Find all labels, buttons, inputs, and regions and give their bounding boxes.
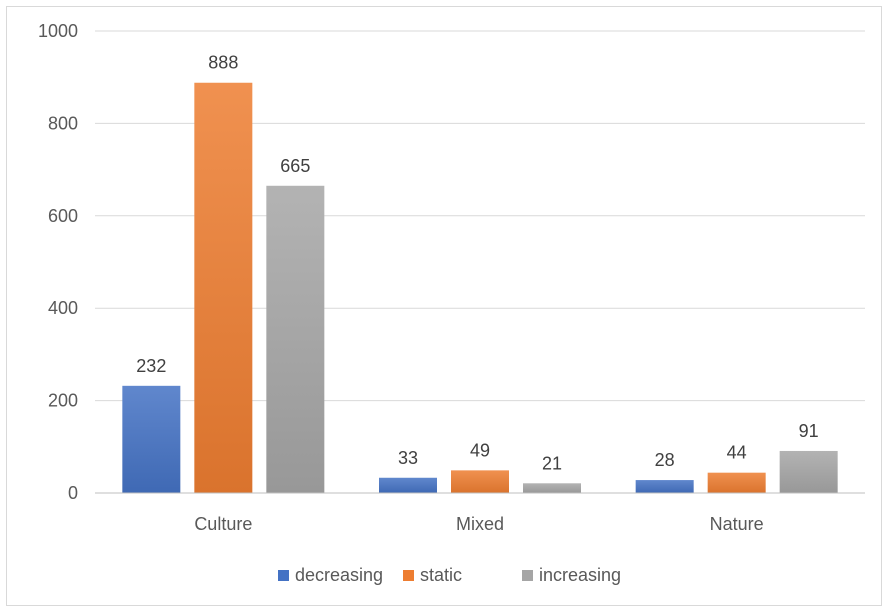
- bar-static-mixed: [451, 470, 509, 493]
- chart-frame: [6, 6, 882, 606]
- data-label: 49: [470, 440, 490, 460]
- legend-label-decreasing: decreasing: [295, 565, 383, 585]
- y-tick-label: 200: [48, 391, 78, 411]
- legend-label-static: static: [420, 565, 462, 585]
- y-tick-label: 400: [48, 298, 78, 318]
- bar-increasing-culture: [266, 185, 325, 493]
- data-label: 888: [208, 53, 238, 73]
- x-category-label: Mixed: [456, 514, 504, 534]
- data-labels: 232 888 665 33 49 21 28 44 91: [136, 53, 818, 474]
- bars: [122, 82, 838, 493]
- data-label: 21: [542, 453, 562, 473]
- bar-decreasing-mixed: [379, 477, 437, 493]
- x-category-label: Culture: [194, 514, 252, 534]
- bar-decreasing-nature: [635, 480, 694, 493]
- x-category-label: Nature: [710, 514, 764, 534]
- legend-swatch-increasing: [522, 570, 533, 581]
- bar-decreasing-culture: [122, 385, 181, 493]
- x-axis: Culture Mixed Nature: [95, 492, 865, 534]
- data-label: 232: [136, 356, 166, 376]
- y-axis-tick-labels: 0 200 400 600 800 1000: [38, 21, 78, 503]
- data-label: 665: [280, 156, 310, 176]
- bar-static-nature: [707, 472, 766, 493]
- y-tick-label: 600: [48, 206, 78, 226]
- y-tick-label: 0: [68, 483, 78, 503]
- data-label: 44: [727, 443, 747, 463]
- y-tick-label: 800: [48, 113, 78, 133]
- y-tick-label: 1000: [38, 21, 78, 41]
- data-label: 28: [655, 450, 675, 470]
- bar-static-culture: [194, 82, 253, 493]
- legend-label-increasing: increasing: [539, 565, 621, 585]
- legend-swatch-decreasing: [278, 570, 289, 581]
- legend-swatch-static: [403, 570, 414, 581]
- legend: decreasing static increasing: [278, 565, 621, 585]
- data-label: 91: [799, 421, 819, 441]
- bar-increasing-mixed: [523, 483, 581, 493]
- bar-increasing-nature: [779, 450, 838, 493]
- data-label: 33: [398, 448, 418, 468]
